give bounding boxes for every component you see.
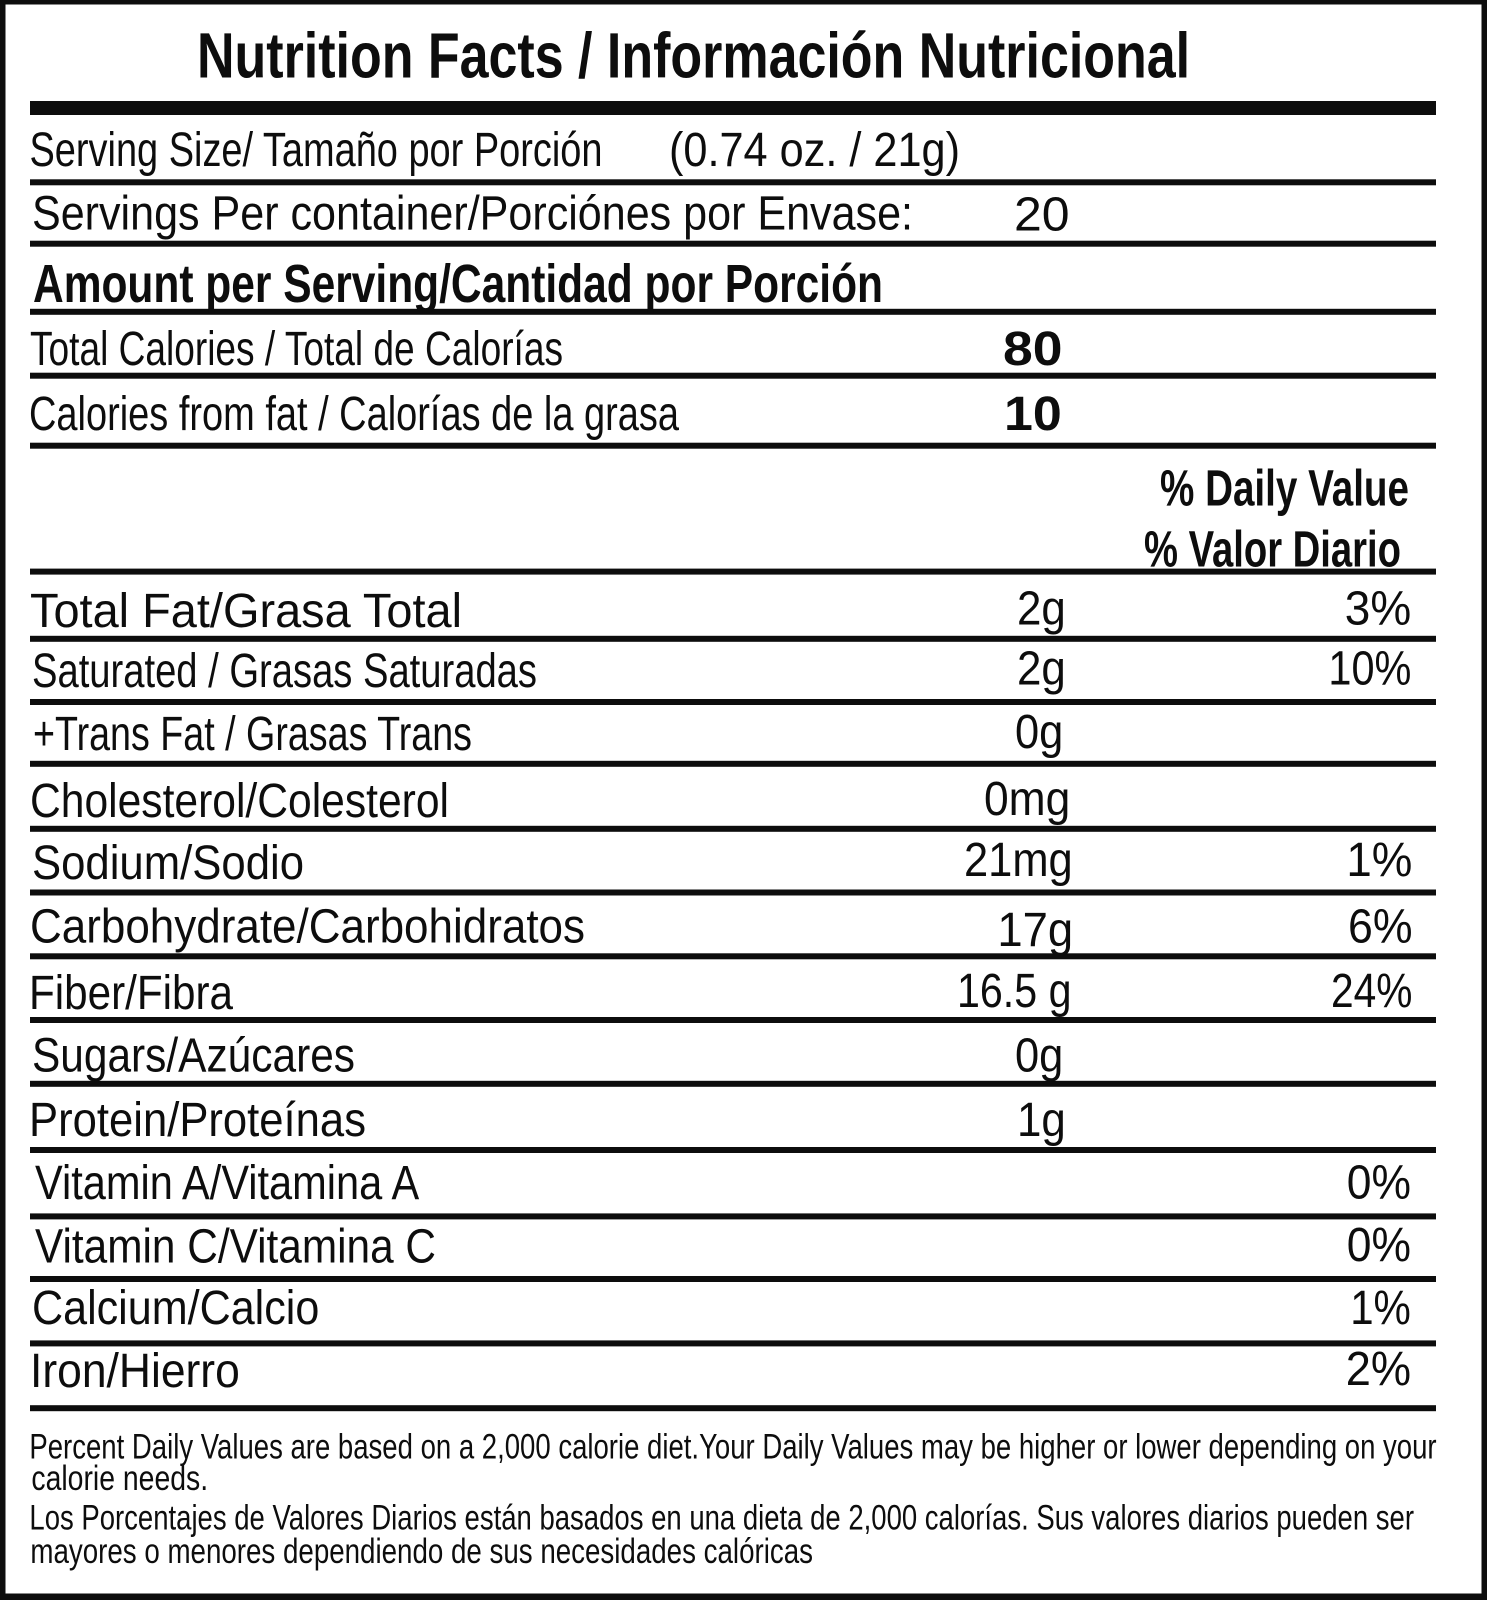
svg-text:% Daily Value: % Daily Value (1160, 460, 1409, 517)
svg-text:Amount per Serving/Cantidad po: Amount per Serving/Cantidad por Porción (33, 254, 883, 314)
svg-text:Calcium/Calcio: Calcium/Calcio (32, 1282, 319, 1335)
svg-text:mayores o menores dependiendo: mayores o menores dependiendo de sus nec… (30, 1532, 813, 1571)
svg-text:Serving Size/ Tamaño por Porci: Serving Size/ Tamaño por Porción (30, 124, 603, 177)
svg-text:Vitamin C/Vitamina C: Vitamin C/Vitamina C (35, 1220, 436, 1273)
svg-text:1%: 1% (1346, 834, 1412, 887)
svg-text:Iron/Hierro: Iron/Hierro (30, 1345, 240, 1398)
svg-text:+Trans Fat / Grasas Trans: +Trans Fat / Grasas Trans (33, 708, 472, 761)
svg-text:Total Fat/Grasa Total: Total Fat/Grasa Total (30, 585, 462, 638)
svg-text:(0.74 oz. / 21g): (0.74 oz. / 21g) (669, 124, 960, 177)
svg-text:calorie needs.: calorie needs. (31, 1459, 208, 1498)
svg-text:Protein/Proteínas: Protein/Proteínas (29, 1094, 366, 1147)
svg-text:2g: 2g (1017, 643, 1066, 696)
svg-text:Percent Daily Values are based: Percent Daily Values are based on a 2,00… (29, 1427, 1436, 1466)
svg-text:24%: 24% (1331, 965, 1412, 1018)
svg-text:Sodium/Sodio: Sodium/Sodio (32, 837, 304, 890)
svg-text:2%: 2% (1346, 1343, 1411, 1396)
svg-text:6%: 6% (1348, 900, 1413, 953)
svg-text:1g: 1g (1017, 1094, 1066, 1147)
svg-text:3%: 3% (1345, 583, 1411, 636)
svg-text:2g: 2g (1017, 583, 1066, 636)
svg-text:Fiber/Fibra: Fiber/Fibra (29, 967, 233, 1020)
svg-text:Servings Per container/Porción: Servings Per container/Porciónes por Env… (32, 188, 913, 241)
svg-text:16.5 g: 16.5 g (957, 965, 1072, 1018)
svg-text:Total Calories / Total de Calo: Total Calories / Total de Calorías (30, 323, 563, 376)
svg-text:10%: 10% (1328, 643, 1411, 696)
svg-text:17g: 17g (997, 904, 1073, 957)
svg-text:80: 80 (1003, 323, 1063, 376)
svg-text:1%: 1% (1350, 1282, 1411, 1335)
svg-text:Vitamin A/Vitamina A: Vitamin A/Vitamina A (35, 1157, 419, 1210)
svg-text:Sugars/Azúcares: Sugars/Azúcares (32, 1029, 355, 1082)
svg-text:Nutrition Facts / Información: Nutrition Facts / Información Nutriciona… (197, 20, 1190, 92)
svg-text:0g: 0g (1015, 1029, 1063, 1082)
svg-text:Cholesterol/Colesterol: Cholesterol/Colesterol (30, 775, 449, 828)
svg-text:Saturated / Grasas Saturadas: Saturated / Grasas Saturadas (32, 645, 537, 698)
svg-text:Los Porcentajes de Valores Dia: Los Porcentajes de Valores Diarios están… (29, 1499, 1414, 1538)
svg-text:0%: 0% (1347, 1219, 1411, 1272)
svg-text:0mg: 0mg (984, 773, 1070, 826)
svg-text:21mg: 21mg (964, 834, 1073, 887)
svg-text:10: 10 (1004, 388, 1062, 441)
svg-text:% Valor Diario: % Valor Diario (1144, 521, 1401, 578)
svg-text:Carbohydrate/Carbohidratos: Carbohydrate/Carbohidratos (30, 900, 585, 953)
svg-text:Calories from fat / Calorías d: Calories from fat / Calorías de la grasa (29, 388, 679, 441)
svg-text:20: 20 (1014, 189, 1070, 242)
svg-text:0g: 0g (1015, 706, 1063, 759)
svg-text:0%: 0% (1347, 1156, 1411, 1209)
